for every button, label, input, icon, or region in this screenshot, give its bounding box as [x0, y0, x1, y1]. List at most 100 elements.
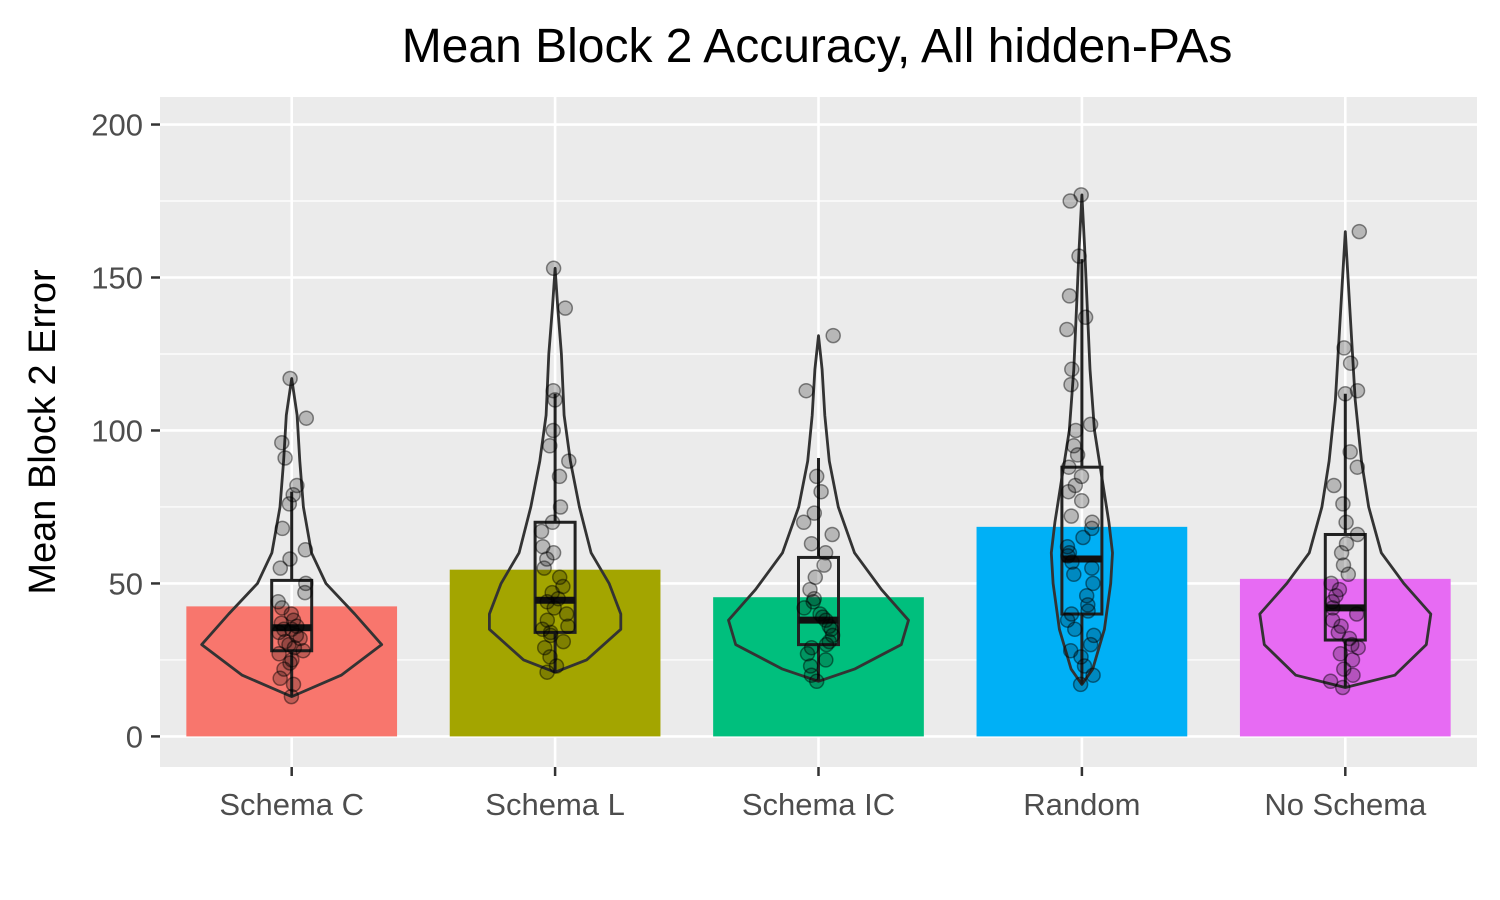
- data-point: [534, 621, 551, 638]
- data-point: [1334, 679, 1351, 696]
- violin-schema-c: [200, 377, 384, 698]
- data-point: [536, 639, 553, 656]
- y-tick-label: 200: [91, 108, 143, 143]
- data-point: [1338, 514, 1354, 531]
- data-point: [1328, 587, 1344, 604]
- data-point: [274, 600, 290, 616]
- x-tick-label: Schema C: [219, 787, 364, 822]
- data-point: [1085, 667, 1101, 683]
- data-point: [295, 642, 311, 659]
- data-point: [1336, 340, 1352, 356]
- data-point: [1344, 652, 1361, 668]
- data-point: [807, 569, 824, 586]
- data-point: [825, 327, 841, 344]
- data-point: [1342, 355, 1359, 371]
- data-point: [282, 370, 298, 387]
- data-point: [817, 545, 834, 561]
- box: [270, 578, 314, 653]
- data-point: [1084, 514, 1100, 531]
- x-tick-label: Random: [1023, 787, 1140, 822]
- data-point: [1071, 248, 1087, 264]
- data-point: [270, 594, 286, 610]
- data-point: [1082, 636, 1099, 653]
- data-point: [1075, 529, 1091, 546]
- data-point: [558, 606, 575, 622]
- data-point: [799, 646, 816, 662]
- data-point: [1345, 667, 1361, 683]
- data-point: [824, 627, 841, 644]
- data-point: [1061, 545, 1078, 561]
- data-point: [555, 633, 572, 650]
- y-axis-title: Mean Block 2 Error: [22, 269, 64, 595]
- data-point: [288, 627, 305, 644]
- data-point: [1066, 438, 1082, 454]
- violin-schema-ic: [727, 334, 910, 683]
- data-point: [536, 560, 552, 576]
- data-point: [1063, 376, 1079, 393]
- data-point: [298, 575, 314, 592]
- data-point: [1080, 597, 1096, 613]
- data-point: [1331, 581, 1348, 598]
- data-point: [273, 615, 290, 631]
- x-tick-label: Schema IC: [742, 787, 895, 822]
- data-point: [803, 535, 820, 552]
- data-point: [1068, 422, 1084, 439]
- data-point: [560, 618, 576, 635]
- data-point: [1073, 187, 1089, 203]
- y-tick-label: 100: [91, 413, 143, 448]
- data-point: [283, 621, 300, 638]
- data-point: [1064, 361, 1080, 378]
- data-point: [545, 545, 562, 561]
- data-point: [546, 600, 562, 616]
- data-point: [1060, 548, 1076, 564]
- data-point: [283, 688, 300, 705]
- box: [1060, 465, 1104, 616]
- data-point: [1336, 661, 1352, 677]
- x-tick-label: No Schema: [1264, 787, 1427, 822]
- data-point: [286, 639, 303, 656]
- data-point: [803, 667, 820, 683]
- data-point: [542, 624, 559, 641]
- data-point: [1060, 483, 1077, 500]
- data-point: [285, 612, 302, 628]
- boxplots: [270, 259, 1367, 697]
- data-point: [285, 486, 301, 503]
- data-point: [823, 621, 840, 638]
- data-point: [535, 538, 551, 555]
- data-point: [542, 438, 558, 454]
- violin-no-schema: [1258, 230, 1433, 689]
- data-point: [271, 646, 287, 662]
- data-point: [277, 633, 293, 650]
- data-point: [1333, 618, 1349, 635]
- data-point: [1323, 575, 1339, 592]
- data-point: [292, 630, 308, 647]
- data-point: [796, 600, 812, 616]
- box: [1323, 532, 1367, 642]
- data-point: [1061, 288, 1078, 304]
- data-point: [1348, 606, 1365, 622]
- violin-schema-l: [488, 266, 623, 674]
- data-point: [1342, 444, 1358, 460]
- data-point: [298, 410, 315, 426]
- data-point: [821, 618, 838, 635]
- data-point: [1077, 309, 1094, 326]
- data-point: [285, 676, 302, 693]
- data-point: [805, 594, 821, 610]
- data-point: [1335, 496, 1351, 512]
- data-point: [1349, 459, 1366, 475]
- box: [797, 555, 840, 647]
- data-point: [1062, 193, 1078, 209]
- data-point: [1076, 658, 1093, 674]
- data-point: [1340, 566, 1357, 583]
- data-point: [1350, 639, 1366, 656]
- data-point: [1324, 612, 1341, 628]
- data-point: [272, 670, 288, 687]
- data-point: [1059, 321, 1075, 338]
- data-point: [1333, 545, 1350, 561]
- data-point: [1341, 630, 1358, 647]
- data-point: [557, 300, 574, 316]
- y-tick-label: 150: [91, 261, 143, 296]
- data-point: [1335, 557, 1352, 573]
- data-point: [816, 557, 832, 573]
